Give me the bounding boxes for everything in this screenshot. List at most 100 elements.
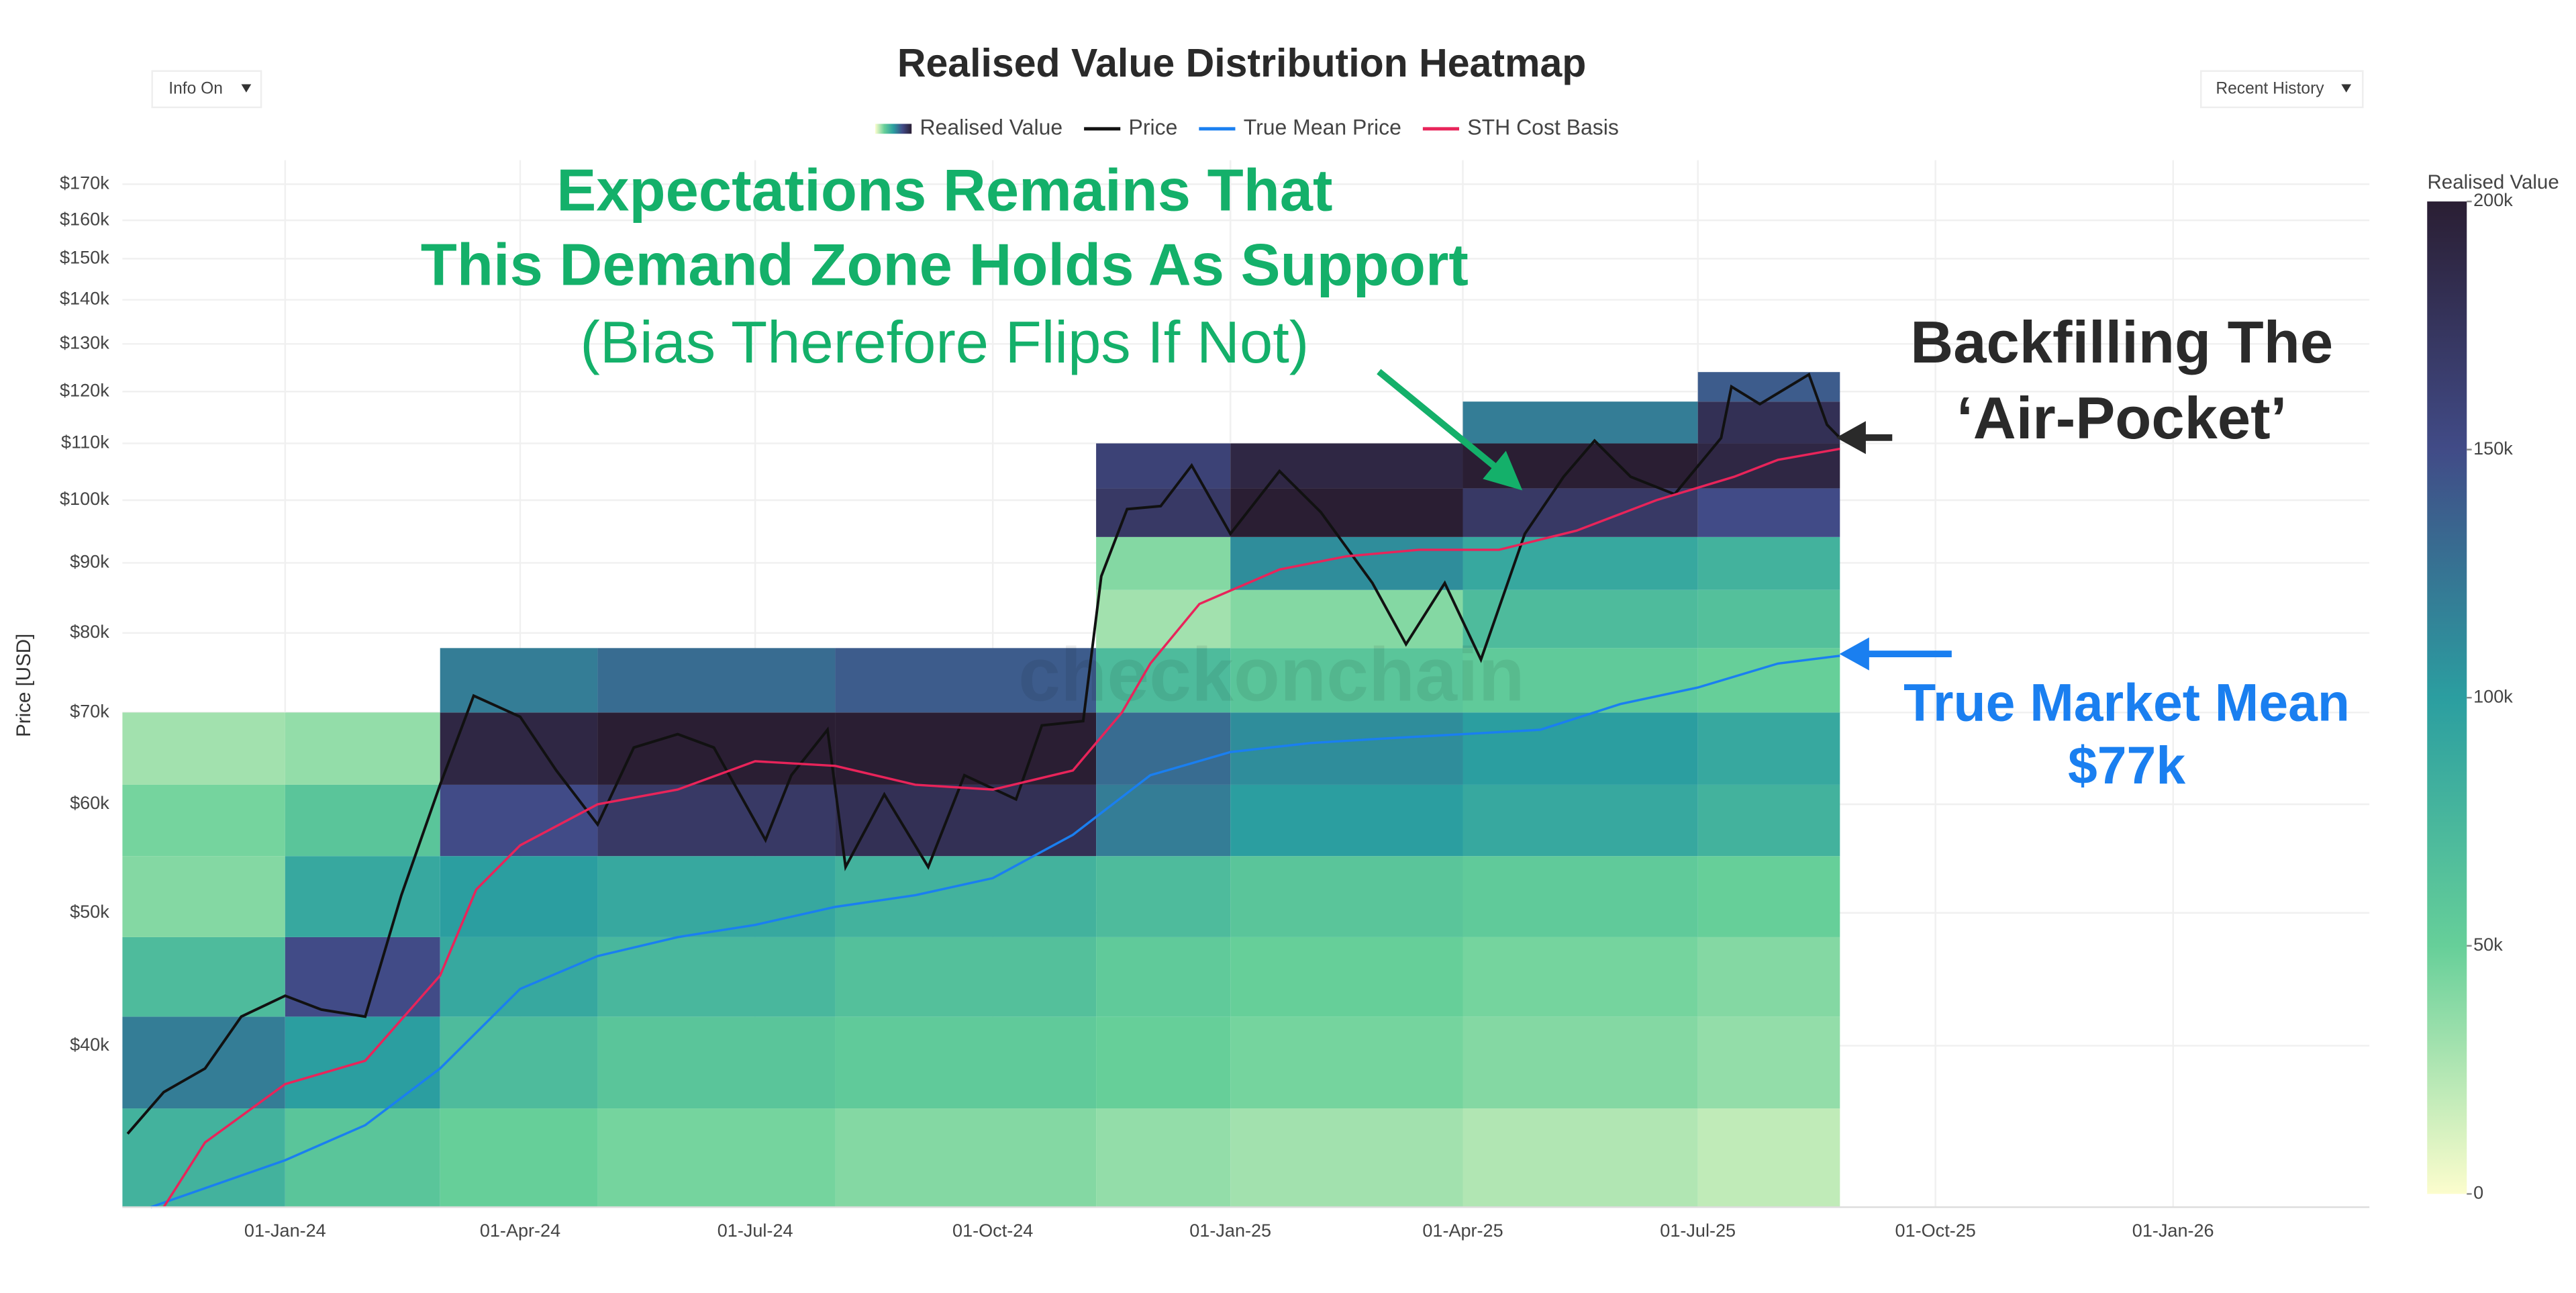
y-tick-label: $160k	[60, 209, 109, 229]
y-tick-label: $50k	[70, 902, 109, 922]
dropdown-label[interactable]: Recent History	[2216, 79, 2324, 97]
heatmap-cell	[1463, 856, 1698, 937]
y-tick-label: $100k	[60, 489, 109, 509]
heatmap-cell	[122, 937, 285, 1017]
x-tick-label: 01-Apr-24	[480, 1220, 560, 1241]
heatmap-cell	[440, 1016, 598, 1109]
heatmap-cell	[597, 937, 836, 1017]
heatmap-cell	[1463, 401, 1698, 444]
x-tick-label: 01-Jan-24	[244, 1220, 326, 1241]
colorbar-tick-label: 0	[2473, 1183, 2483, 1203]
y-tick-label: $170k	[60, 173, 109, 193]
colorbar: Realised Value 0 50k 100k 150k 200k	[2427, 171, 2559, 1203]
dropdown-box[interactable]	[151, 70, 262, 109]
legend-label: Realised Value	[920, 115, 1062, 139]
series-line	[162, 447, 1840, 1208]
heatmap-cell	[835, 937, 1097, 1017]
heatmap-cell	[1463, 1108, 1698, 1208]
heatmap-cell	[440, 937, 598, 1017]
control-right[interactable]: Recent History	[2200, 70, 2364, 109]
annotation-arrow	[1839, 637, 1952, 671]
heatmap-cell	[122, 856, 285, 937]
heatmap-cell	[122, 712, 285, 785]
heatmap-cell	[1463, 937, 1698, 1017]
y-tick-label: $140k	[60, 289, 109, 309]
heatmap-cell	[1697, 589, 1840, 649]
heatmap-cell	[1096, 648, 1231, 713]
heatmap-cell	[835, 648, 1097, 713]
annotation: This Demand Zone Holds As Support	[421, 231, 1469, 297]
y-tick-label: $60k	[70, 793, 109, 813]
heatmap	[122, 372, 1840, 1208]
heatmap-cell	[1230, 784, 1463, 857]
legend-label: STH Cost Basis	[1467, 115, 1619, 139]
heatmap-cell	[835, 856, 1097, 937]
arrow-head	[1839, 637, 1869, 671]
heatmap-cell	[1096, 536, 1231, 590]
heatmap-cell	[597, 712, 836, 785]
annotation: $77k	[2068, 736, 2185, 795]
annotation: Backfilling The	[1910, 309, 2333, 375]
dropdown-arrow[interactable]	[2341, 84, 2352, 93]
y-tick-label: $120k	[60, 380, 109, 400]
colorbar-title: Realised Value	[2428, 171, 2559, 193]
heatmap-cell	[597, 856, 836, 937]
heatmap-cell	[1096, 712, 1231, 785]
annotation: (Bias Therefore Flips If Not)	[580, 309, 1309, 375]
heatmap-cell	[285, 784, 440, 857]
colorbar-tick-label: 150k	[2473, 438, 2513, 459]
annotation-arrow	[1836, 421, 1893, 454]
heatmap-cell	[1463, 536, 1698, 590]
control-left[interactable]: Info On	[151, 70, 262, 109]
heatmap-cell	[1096, 1016, 1231, 1109]
heatmap-cell	[1697, 712, 1840, 785]
heatmap-cell	[1697, 488, 1840, 537]
heatmap-cell	[1230, 443, 1463, 489]
annotation: True Market Mean	[1903, 673, 2350, 732]
dropdown-label[interactable]: Info On	[168, 79, 223, 97]
heatmap-cell	[122, 1108, 285, 1208]
y-tick-label: $70k	[70, 701, 109, 721]
x-tick-label: 01-Jul-25	[1660, 1220, 1736, 1241]
x-tick-label: 01-Jan-25	[1189, 1220, 1271, 1241]
arrow-head	[1836, 421, 1866, 454]
heatmap-cell	[285, 1108, 440, 1208]
series-line	[126, 372, 1841, 1135]
heatmap-cell	[1230, 488, 1463, 537]
annotation: Expectations Remains That	[556, 157, 1332, 224]
legend-swatch	[875, 124, 912, 134]
heatmap-cell	[597, 784, 836, 857]
colorbar-tick-label: 200k	[2473, 190, 2513, 210]
axes: $40k $50k $60k $70k $80k $90k $100k $110k $120k $…	[60, 173, 2370, 1241]
heatmap-cell	[1230, 1108, 1463, 1208]
colorbar-tick-label: 100k	[2473, 686, 2513, 706]
heatmap-cell	[440, 712, 598, 785]
heatmap-cell	[835, 784, 1097, 857]
heatmap-cell	[1096, 784, 1231, 857]
legend-label: Price	[1129, 115, 1178, 139]
y-tick-label: $150k	[60, 248, 109, 268]
heatmap-cell	[835, 1108, 1097, 1208]
legend-label: True Mean Price	[1244, 115, 1401, 139]
x-tick-label: 01-Oct-24	[952, 1220, 1033, 1241]
dropdown-arrow[interactable]	[241, 84, 252, 93]
heatmap-cell	[1096, 1108, 1231, 1208]
heatmap-cell	[285, 856, 440, 937]
arrow-shaft	[1377, 369, 1508, 479]
dropdown-box[interactable]	[2200, 70, 2364, 109]
x-tick-label: 01-Apr-25	[1422, 1220, 1503, 1241]
y-tick-label: $80k	[70, 622, 109, 642]
heatmap-cell	[1697, 937, 1840, 1017]
heatmap-cell	[1230, 536, 1463, 590]
watermark: checkonchain	[1018, 632, 1524, 716]
heatmap-cell	[122, 784, 285, 857]
heatmap-cell	[1230, 589, 1463, 649]
y-axis-label: Price [USD]	[13, 634, 35, 737]
heatmap-cell	[285, 712, 440, 785]
heatmap-cell	[440, 1108, 598, 1208]
heatmap-cell	[597, 1016, 836, 1109]
colorbar-gradient	[2427, 201, 2467, 1194]
heatmap-cell	[1697, 1016, 1840, 1109]
